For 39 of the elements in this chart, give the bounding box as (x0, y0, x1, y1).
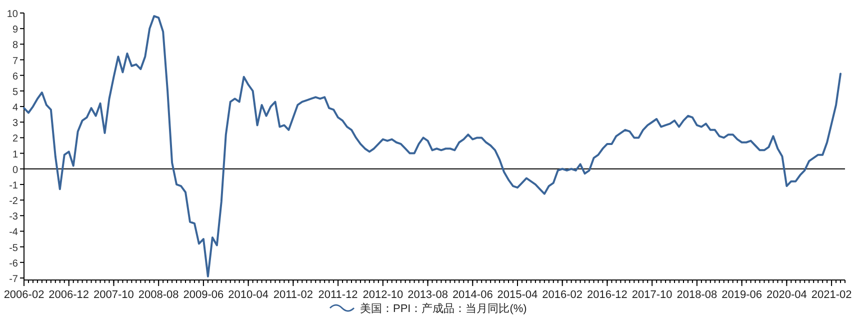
y-tick-label: 6 (12, 71, 18, 82)
y-tick-label: 7 (12, 56, 18, 67)
x-tick-label: 2011-02 (273, 289, 313, 301)
y-tick-label: 5 (12, 86, 18, 98)
x-tick-label: 2006-12 (48, 289, 90, 301)
x-tick-label: 2014-06 (452, 289, 493, 301)
x-tick-label: 2020-04 (766, 289, 807, 301)
x-tick-label: 2016-12 (587, 289, 628, 301)
y-tick-label: -6 (9, 258, 18, 270)
x-tick-label: 2015-04 (497, 289, 538, 301)
x-tick-label: 2018-08 (676, 289, 718, 301)
x-tick-label: 2011-12 (318, 289, 358, 301)
x-tick-label: 2017-10 (632, 289, 672, 301)
y-tick-label: 4 (12, 102, 18, 114)
y-tick-label: 8 (12, 40, 18, 52)
y-tick-label: 1 (12, 149, 18, 160)
legend: 美国：PPI：产成品：当月同比(%) (330, 303, 527, 315)
y-tick-label: -3 (9, 212, 18, 223)
x-tick-label: 2016-02 (542, 289, 583, 301)
y-tick-label: 2 (12, 134, 18, 145)
y-tick-label: -5 (9, 242, 18, 254)
y-tick-label: 10 (6, 9, 18, 20)
y-tick-label: -2 (9, 196, 18, 208)
x-tick-label: 2009-06 (183, 289, 224, 301)
x-tick-label: 2021-02 (811, 289, 852, 301)
y-tick-label: 9 (12, 24, 18, 36)
x-tick-label: 2007-10 (94, 289, 134, 301)
y-tick-label: 3 (12, 118, 18, 130)
y-tick-label: -1 (9, 180, 18, 192)
x-tick-label: 2012-10 (362, 289, 404, 301)
x-tick-label: 2008-08 (138, 289, 179, 301)
y-tick-label: 0 (12, 164, 18, 176)
y-tick-label: -4 (9, 227, 18, 238)
x-tick-label: 2010-04 (228, 289, 269, 301)
x-tick-label: 2013-08 (408, 289, 448, 301)
x-tick-label: 2006-02 (4, 289, 44, 301)
x-tick-label: 2019-06 (722, 289, 762, 301)
legend-label: 美国：PPI：产成品：当月同比(%) (360, 302, 527, 315)
y-tick-label: -7 (9, 274, 18, 285)
